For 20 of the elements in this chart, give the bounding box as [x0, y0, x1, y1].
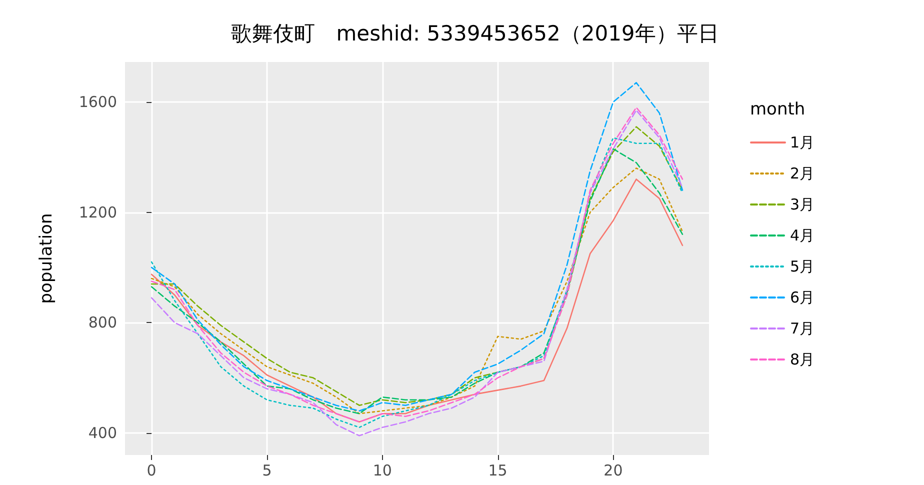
- legend-label: 1月: [790, 134, 815, 152]
- legend-label: 3月: [790, 196, 815, 214]
- x-tick-label: 20: [604, 462, 623, 480]
- y-tick-label: 1600: [78, 92, 117, 111]
- x-tick-label: 10: [372, 462, 392, 480]
- legend-title: month: [750, 100, 806, 120]
- legend-label: 6月: [790, 288, 815, 306]
- x-tick-label: 5: [262, 462, 272, 480]
- legend-label: 4月: [790, 226, 815, 244]
- y-tick-label: 800: [88, 314, 117, 332]
- legend-label: 2月: [790, 164, 815, 182]
- x-tick-label: 15: [488, 462, 508, 480]
- y-axis-title: population: [36, 213, 56, 304]
- legend-label: 8月: [790, 350, 815, 368]
- y-tick-label: 1200: [78, 203, 117, 222]
- y-tick-label: 400: [88, 424, 117, 442]
- chart-title: 歌舞伎町 meshid: 5339453652（2019年）平日: [231, 22, 719, 46]
- legend-label: 7月: [790, 320, 815, 338]
- x-tick-label: 0: [146, 462, 156, 480]
- legend-label: 5月: [790, 258, 815, 276]
